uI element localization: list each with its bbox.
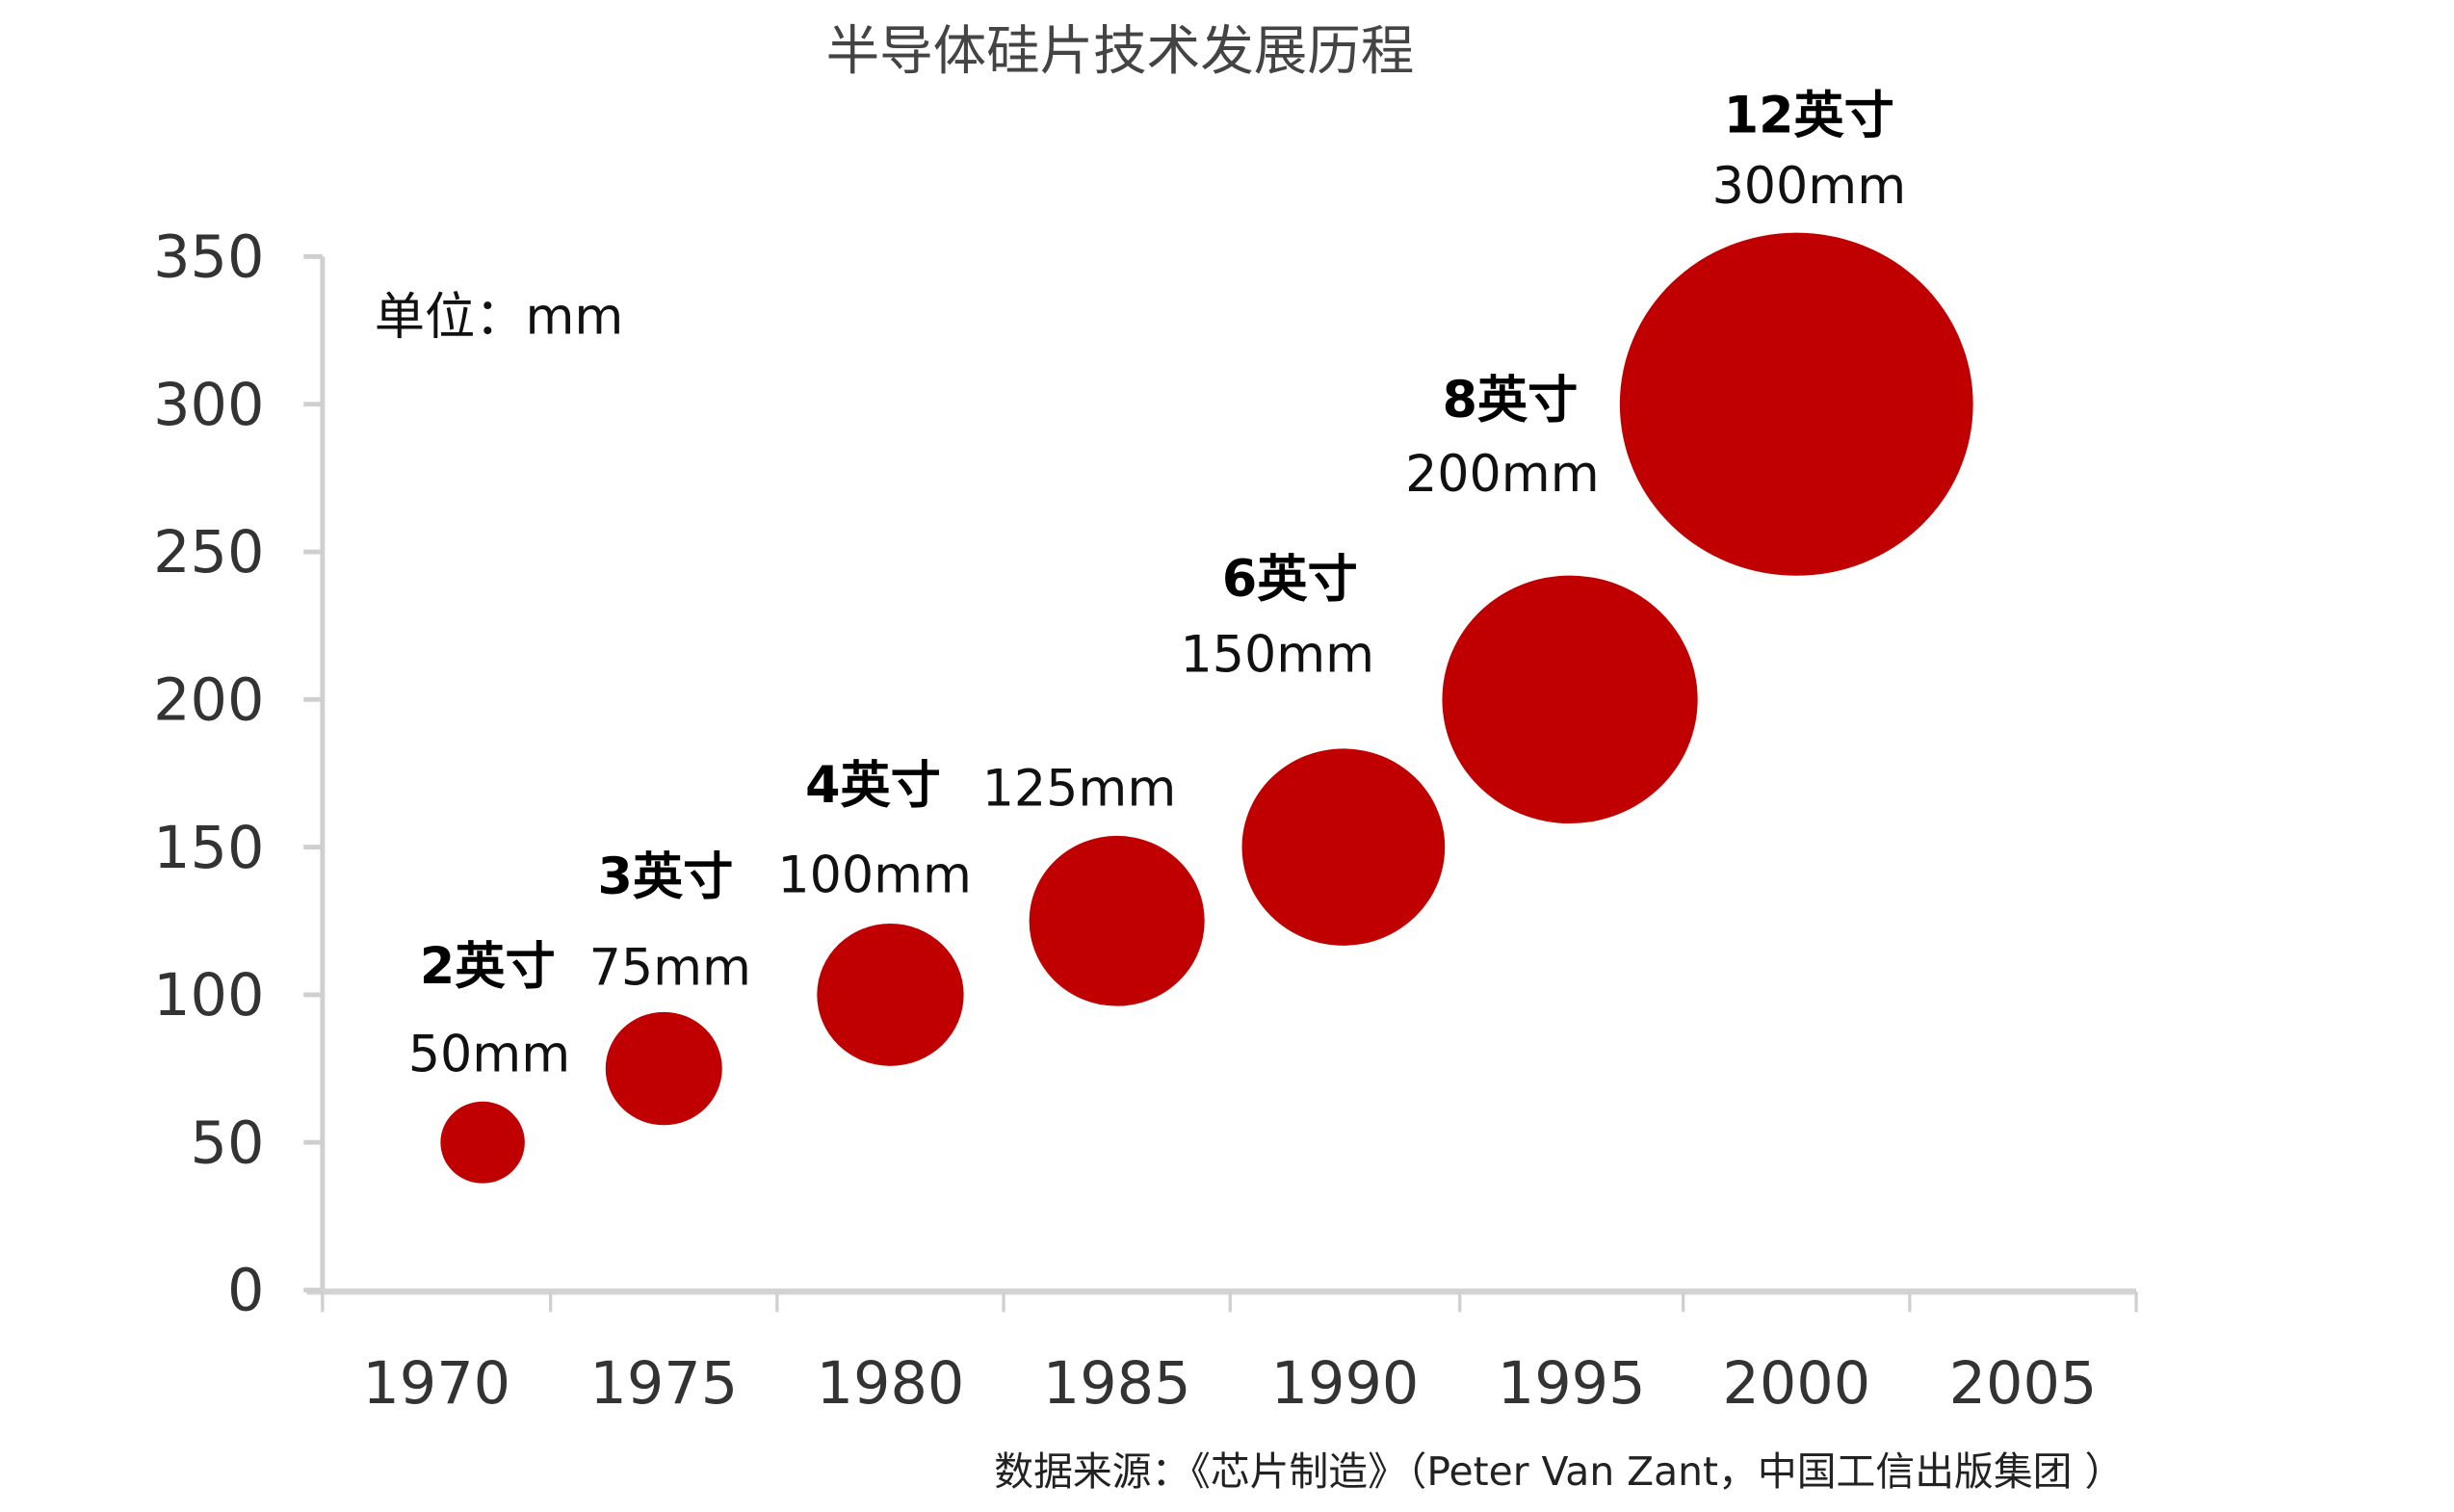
- bubble-mm-label: 150mm: [1181, 626, 1375, 685]
- y-tick-label: 300: [153, 372, 264, 439]
- bubble-300mm: [1619, 232, 1973, 576]
- bubble-mm-label: 125mm: [982, 759, 1177, 818]
- bubble-mm-label: 200mm: [1405, 445, 1600, 504]
- bubble-mm-label: 300mm: [1712, 157, 1907, 216]
- x-tick-label: 2000: [1722, 1350, 1870, 1418]
- bubble-inch-label: 8英寸: [1443, 371, 1579, 430]
- unit-note: 单位：mm: [375, 287, 624, 346]
- y-tick-label: 100: [153, 962, 264, 1030]
- y-tick-label: 250: [153, 519, 264, 587]
- bubble-inch-label: 3英寸: [597, 847, 733, 906]
- y-tick-label: 350: [153, 224, 264, 292]
- y-tick-label: 50: [191, 1109, 265, 1177]
- bubble-75mm: [605, 1011, 722, 1126]
- chart-title: 半导体硅片技术发展历程: [826, 20, 1415, 83]
- x-tick-label: 1995: [1498, 1350, 1646, 1418]
- y-tick-label: 0: [227, 1258, 264, 1325]
- bubble-200mm: [1442, 575, 1698, 824]
- bubble-inch-label: 12英寸: [1724, 86, 1894, 144]
- bubble-inch-label: 2英寸: [420, 937, 556, 996]
- y-tick-label: 200: [153, 667, 264, 735]
- x-tick-label: 1990: [1271, 1350, 1420, 1418]
- x-tick-label: 2005: [1949, 1350, 2098, 1418]
- source-note: 数据来源：《芯片制造》（Peter Van Zant，中国工信出版集团 ）: [994, 1448, 2124, 1495]
- bubble-150mm: [1241, 748, 1446, 946]
- bubble-mm-label: 50mm: [408, 1025, 570, 1083]
- bubble-inch-label: 4英寸: [805, 756, 941, 815]
- x-tick-label: 1970: [362, 1350, 510, 1418]
- x-tick-label: 1985: [1043, 1350, 1191, 1418]
- bubble-125mm: [1029, 835, 1205, 1006]
- bubble-100mm: [817, 923, 964, 1066]
- x-tick-label: 1975: [589, 1350, 738, 1418]
- y-tick-label: 150: [153, 815, 264, 882]
- bubble-mm-label: 75mm: [589, 939, 751, 998]
- x-tick-label: 1980: [817, 1350, 965, 1418]
- bubble-inch-label: 6英寸: [1222, 550, 1358, 609]
- bubble-50mm: [440, 1101, 525, 1184]
- bubble-mm-label: 100mm: [777, 846, 972, 904]
